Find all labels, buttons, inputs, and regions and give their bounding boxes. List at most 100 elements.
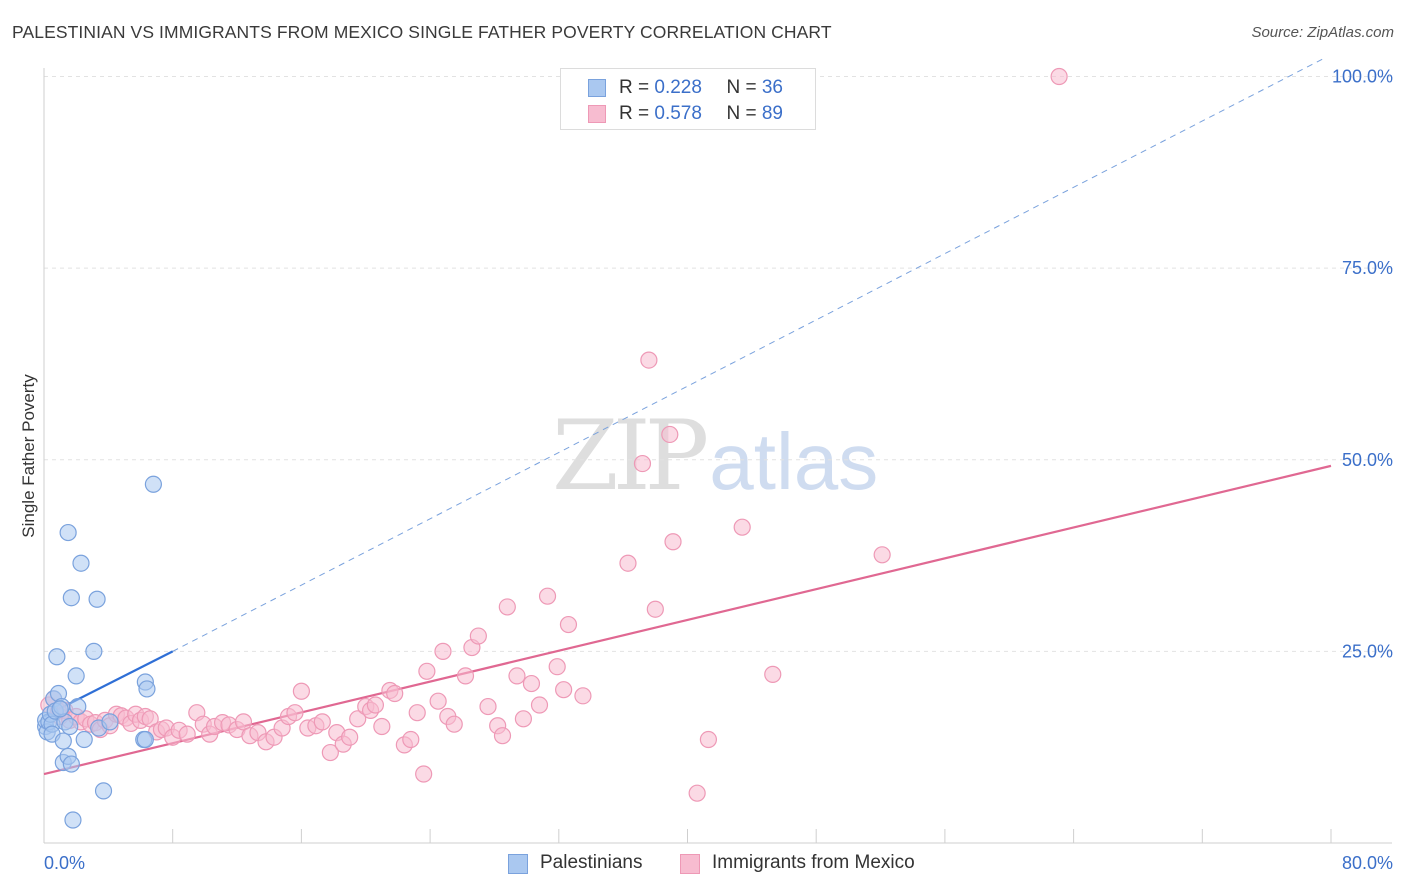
n-label: N =: [726, 103, 762, 124]
stats-text: R = 0.578 N = 89: [619, 103, 783, 125]
legend-label: Immigrants from Mexico: [712, 852, 915, 873]
data-point-palestinians: [136, 730, 154, 749]
data-point-mexico: [873, 546, 891, 564]
data-point-mexico: [522, 674, 541, 693]
data-point-palestinians: [101, 713, 119, 731]
data-point-mexico: [508, 667, 526, 685]
data-point-mexico: [408, 704, 426, 722]
r-label: R =: [619, 77, 655, 98]
data-point-palestinians: [51, 700, 69, 718]
data-point-mexico: [640, 351, 658, 369]
data-point-mexico: [445, 715, 463, 733]
legend-swatch-blue: [508, 854, 528, 874]
legend-label: Palestinians: [540, 852, 643, 873]
data-point-palestinians: [67, 667, 85, 685]
data-point-mexico: [530, 696, 549, 714]
x-tick-label: 0.0%: [44, 853, 85, 873]
grid-layer: [44, 76, 1392, 652]
data-point-palestinians: [61, 717, 79, 736]
legend-swatch-pink: [588, 105, 606, 123]
data-point-palestinians: [138, 680, 156, 698]
data-point-mexico: [548, 658, 566, 676]
watermark-atlas: atlas: [709, 417, 879, 506]
data-point-mexico: [619, 554, 637, 572]
y-tick-label: 75.0%: [1342, 258, 1393, 278]
data-point-palestinians: [69, 697, 87, 716]
legend-swatch-blue: [588, 79, 606, 97]
data-point-mexico: [1050, 67, 1068, 86]
chart-source: Source: ZipAtlas.com: [1251, 24, 1394, 41]
stats-legend: R = 0.228 N = 36 R = 0.578 N = 89: [560, 68, 816, 130]
data-point-mexico: [479, 697, 497, 716]
data-point-palestinians: [59, 523, 77, 542]
data-point-mexico: [699, 730, 718, 749]
data-point-palestinians: [88, 590, 106, 608]
data-point-mexico: [234, 713, 253, 731]
data-point-palestinians: [62, 589, 80, 607]
stats-text: R = 0.228 N = 36: [619, 77, 783, 99]
y-tick-label: 50.0%: [1342, 450, 1393, 470]
data-point-mexico: [349, 710, 367, 728]
n-label: N =: [726, 77, 762, 98]
data-point-mexico: [646, 600, 664, 618]
mexico-points: [40, 67, 1068, 802]
data-point-mexico: [178, 725, 196, 743]
data-point-mexico: [456, 667, 475, 685]
data-point-mexico: [764, 665, 782, 683]
n-value: 89: [761, 103, 783, 124]
data-point-mexico: [402, 730, 420, 749]
data-point-mexico: [292, 682, 310, 700]
data-point-palestinians: [144, 475, 162, 493]
data-point-mexico: [733, 518, 751, 536]
tick-label-layer: 25.0% 50.0% 75.0% 100.0% 0.0% 80.0%: [44, 67, 1393, 874]
data-point-palestinians: [64, 811, 82, 829]
data-point-mexico: [688, 784, 706, 802]
data-point-palestinians: [72, 554, 90, 572]
watermark-zip: ZIP: [552, 400, 709, 512]
trend-layer: [43, 58, 1332, 776]
data-point-mexico: [418, 662, 436, 680]
data-point-mexico: [373, 717, 391, 736]
data-point-mexico: [514, 710, 533, 728]
x-tick-label: 80.0%: [1342, 853, 1393, 873]
data-point-mexico: [493, 727, 512, 745]
data-point-mexico: [366, 696, 385, 714]
data-point-mexico: [555, 681, 573, 699]
data-point-mexico: [415, 765, 433, 783]
data-point-mexico: [574, 687, 592, 705]
data-point-palestinians: [85, 642, 103, 660]
r-value: 0.228: [654, 77, 702, 98]
trend-line-palestinians-extension: [172, 58, 1324, 652]
data-point-mexico: [321, 743, 339, 762]
data-point-mexico: [434, 642, 452, 660]
data-point-palestinians: [48, 648, 66, 666]
data-point-mexico: [498, 598, 516, 616]
data-point-mexico: [469, 627, 487, 645]
palestinian-points: [37, 475, 162, 829]
data-point-palestinians: [94, 782, 113, 800]
r-value: 0.578: [654, 103, 702, 124]
y-tick-label: 25.0%: [1342, 641, 1393, 661]
watermark: ZIPatlas: [552, 400, 878, 512]
data-point-mexico: [664, 533, 682, 551]
y-axis-label: Single Father Poverty: [19, 374, 38, 538]
data-point-mexico: [633, 454, 652, 473]
n-value: 36: [761, 77, 783, 98]
data-point-palestinians: [75, 730, 93, 749]
data-point-mexico: [661, 425, 679, 444]
legend-swatch-pink: [680, 854, 700, 874]
data-point-palestinians: [62, 755, 80, 773]
chart-title: PALESTINIAN VS IMMIGRANTS FROM MEXICO SI…: [12, 22, 832, 42]
series-legend: Palestinians Immigrants from Mexico: [0, 852, 1406, 878]
data-point-mexico: [429, 692, 447, 710]
data-point-mexico: [341, 728, 359, 746]
trend-line-mexico: [43, 464, 1332, 776]
data-point-mexico: [286, 704, 304, 722]
r-label: R =: [619, 103, 655, 124]
data-point-mexico: [559, 615, 578, 634]
data-point-mexico: [386, 684, 404, 703]
data-point-mexico: [538, 587, 557, 605]
data-point-mexico: [313, 713, 331, 731]
y-tick-label: 100.0%: [1332, 67, 1393, 87]
